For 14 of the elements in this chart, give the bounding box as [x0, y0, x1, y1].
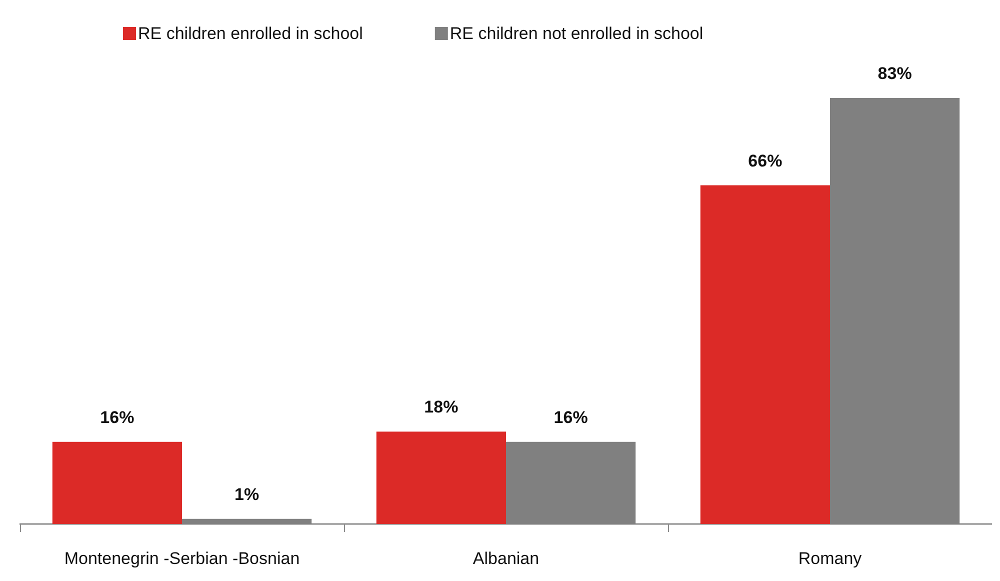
data-label: 16%: [554, 408, 588, 427]
bar: [52, 442, 182, 524]
bar: [376, 432, 506, 524]
data-label: 16%: [100, 408, 134, 427]
x-tick-label: Romany: [798, 549, 862, 568]
data-label: 18%: [424, 398, 458, 417]
x-tick-label: Albanian: [472, 549, 540, 568]
legend-label: RE children not enrolled in school: [450, 24, 704, 43]
legend-label: RE children enrolled in school: [138, 24, 363, 43]
data-label: 1%: [234, 484, 260, 504]
bar: [700, 185, 830, 524]
x-tick-label: Montenegrin -Serbian -Bosnian: [64, 549, 300, 568]
data-label: 83%: [878, 64, 912, 83]
data-label: 66%: [748, 151, 782, 170]
